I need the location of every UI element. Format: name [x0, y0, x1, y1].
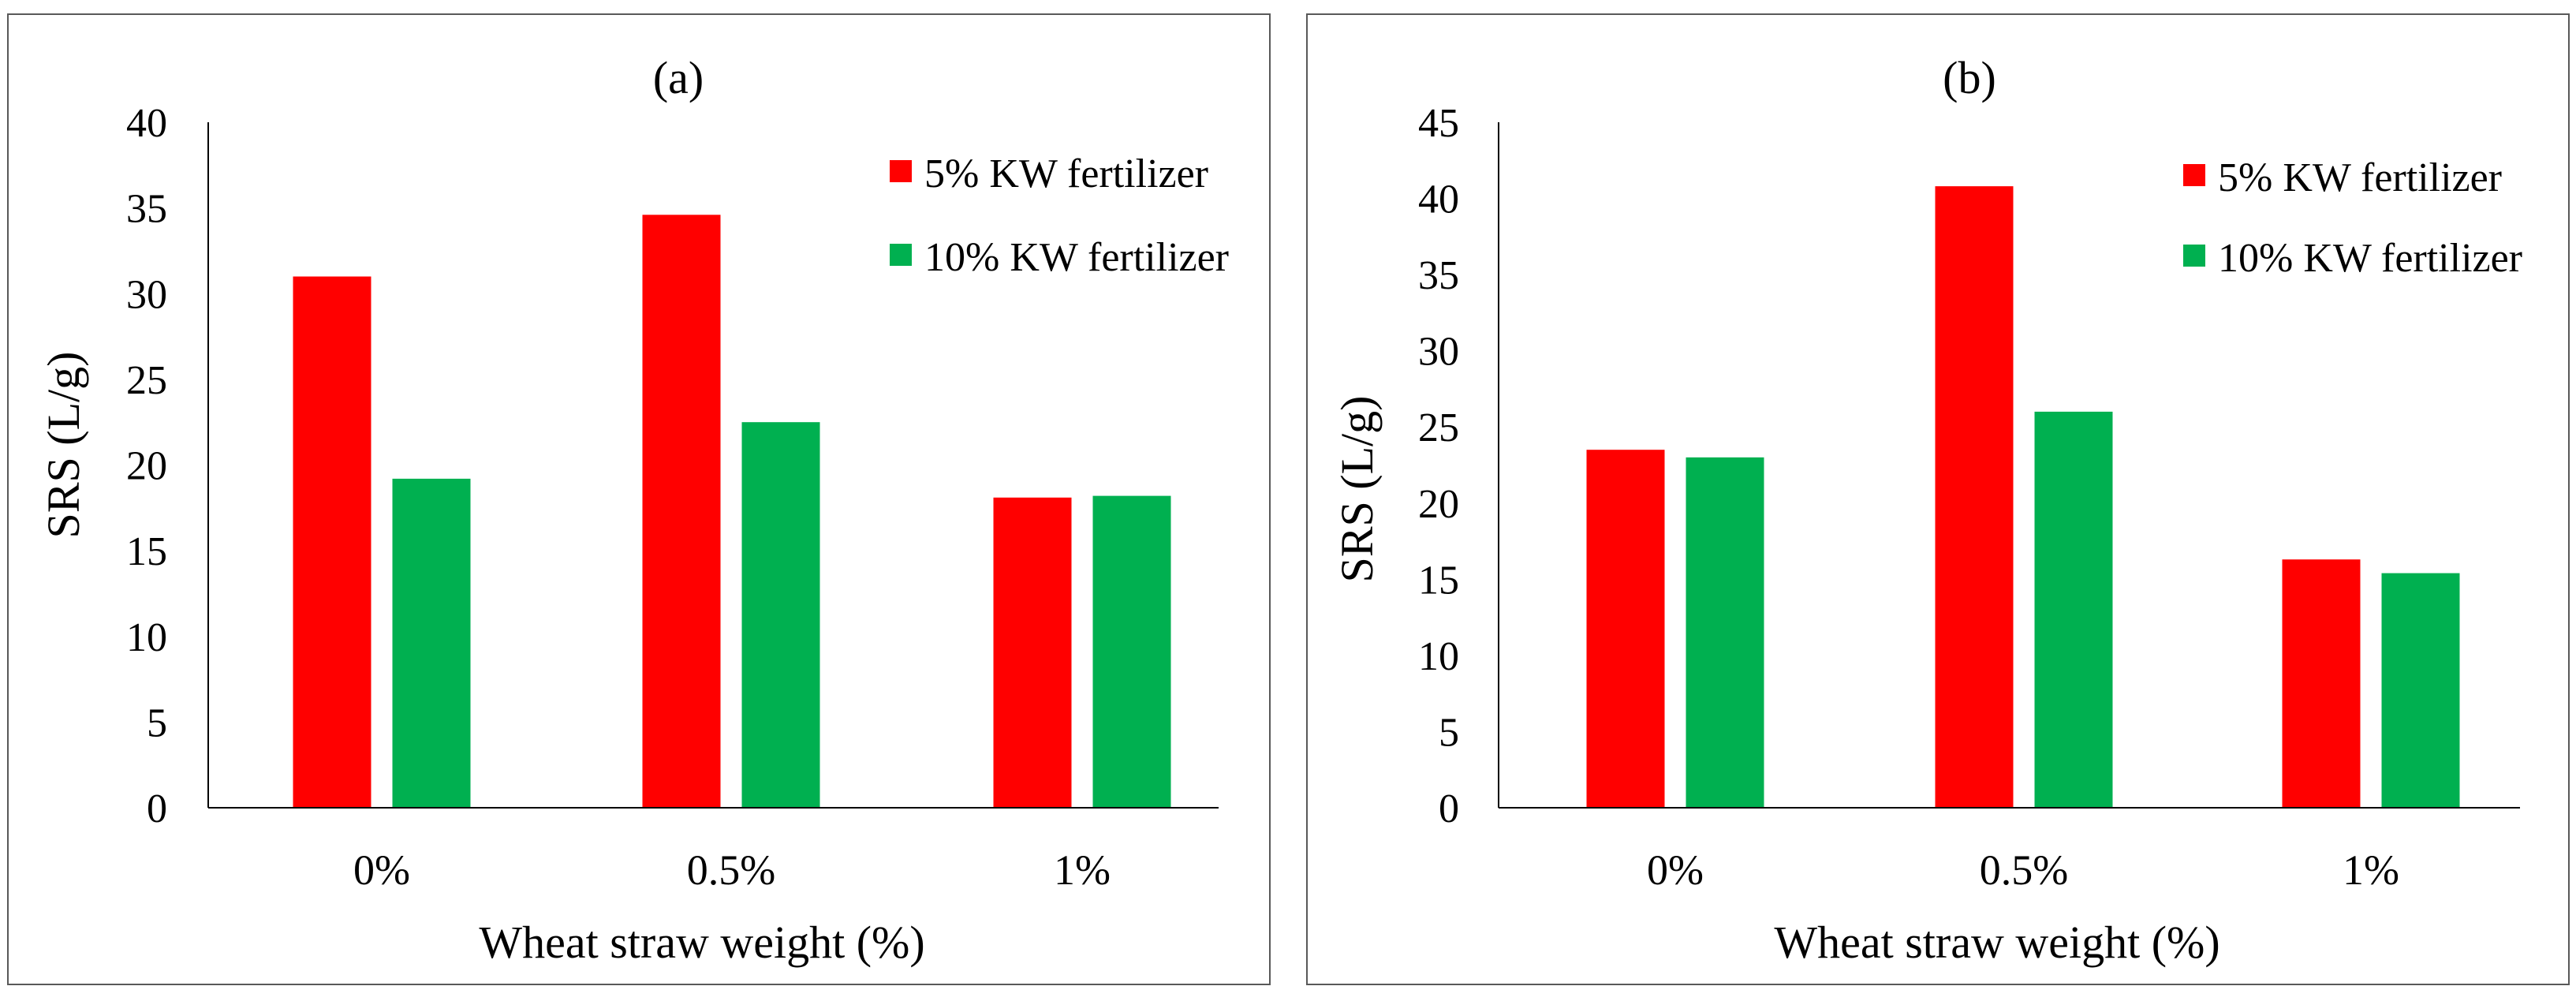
- chart-title: (a): [653, 52, 704, 103]
- bar-10pct-kw-0_5pct: [2034, 411, 2113, 808]
- y-tick-label: 15: [1418, 558, 1459, 603]
- legend-label-10pct-kw: 10% KW fertilizer: [2218, 236, 2522, 281]
- bar-5pct-kw-0pct: [293, 276, 371, 808]
- legend-label-10pct-kw: 10% KW fertilizer: [924, 235, 1229, 280]
- y-tick-label: 20: [1418, 482, 1459, 527]
- x-axis-label: Wheat straw weight (%): [1774, 917, 2219, 968]
- y-tick-label: 20: [126, 444, 167, 489]
- y-tick-label: 15: [126, 529, 167, 574]
- legend-swatch-5pct-kw: [890, 160, 912, 182]
- bar-group: [293, 215, 1171, 808]
- bar-10pct-kw-0pct: [392, 478, 471, 808]
- y-tick-label: 10: [126, 615, 167, 660]
- legend: 5% KW fertilizer 10% KW fertilizer: [890, 151, 1229, 280]
- bar-10pct-kw-0_5pct: [741, 422, 820, 808]
- bar-10pct-kw-1pct: [1092, 495, 1171, 808]
- legend: 5% KW fertilizer 10% KW fertilizer: [2183, 155, 2522, 281]
- chart-panel-b: (b) SRS (L/g) Wheat straw weight (%) 0 5 1…: [1306, 13, 2570, 985]
- y-tick-label: 30: [126, 272, 167, 317]
- bar-5pct-kw-0_5pct: [1935, 186, 2014, 808]
- y-axis-label: SRS (L/g): [1331, 396, 1383, 583]
- chart-title: (b): [1943, 52, 1996, 103]
- panel-frame: [1306, 13, 2570, 985]
- x-tick-label: 0.5%: [1980, 846, 2068, 894]
- bar-group: [1586, 186, 2460, 808]
- y-tick-label: 5: [1439, 710, 1459, 755]
- y-tick-label: 35: [126, 187, 167, 232]
- y-tick-label: 25: [126, 358, 167, 403]
- y-tick-label: 40: [126, 101, 167, 146]
- bar-5pct-kw-1pct: [993, 497, 1072, 808]
- y-tick-label: 10: [1418, 634, 1459, 679]
- y-tick-label: 5: [147, 700, 167, 745]
- panel-frame: [7, 13, 1271, 985]
- chart-panel-a: (a) SRS (L/g) Wheat straw weight (%) 0 5 1…: [7, 13, 1271, 985]
- x-tick-labels: 0% 0.5% 1%: [353, 846, 1111, 894]
- legend-label-5pct-kw: 5% KW fertilizer: [2218, 155, 2502, 200]
- bar-5pct-kw-0pct: [1586, 450, 1665, 808]
- y-tick-label: 0: [147, 786, 167, 831]
- legend-swatch-10pct-kw: [890, 244, 912, 266]
- bar-10pct-kw-0pct: [1686, 457, 1764, 808]
- y-tick-label: 30: [1418, 330, 1459, 375]
- y-tick-label: 35: [1418, 253, 1459, 298]
- y-axis-label: SRS (L/g): [38, 352, 89, 539]
- y-tick-label: 45: [1418, 101, 1459, 146]
- x-tick-label: 0%: [1647, 846, 1704, 894]
- y-tick-label: 0: [1439, 786, 1459, 831]
- x-tick-label: 0.5%: [687, 846, 775, 894]
- x-tick-labels: 0% 0.5% 1%: [1647, 846, 2399, 894]
- y-tick-labels: 0 5 10 15 20 25 30 35 40: [126, 101, 167, 831]
- x-tick-label: 1%: [2343, 846, 2399, 894]
- bar-5pct-kw-0_5pct: [642, 215, 721, 808]
- y-tick-label: 25: [1418, 405, 1459, 450]
- x-axis-label: Wheat straw weight (%): [479, 917, 924, 968]
- legend-swatch-5pct-kw: [2183, 164, 2205, 186]
- bar-5pct-kw-1pct: [2282, 559, 2361, 808]
- legend-swatch-10pct-kw: [2183, 245, 2205, 267]
- y-tick-label: 40: [1418, 177, 1459, 222]
- legend-label-5pct-kw: 5% KW fertilizer: [924, 151, 1208, 196]
- x-tick-label: 1%: [1054, 846, 1111, 894]
- x-tick-label: 0%: [353, 846, 410, 894]
- y-tick-labels: 0 5 10 15 20 25 30 35 40 45: [1418, 101, 1459, 831]
- bar-10pct-kw-1pct: [2381, 573, 2460, 808]
